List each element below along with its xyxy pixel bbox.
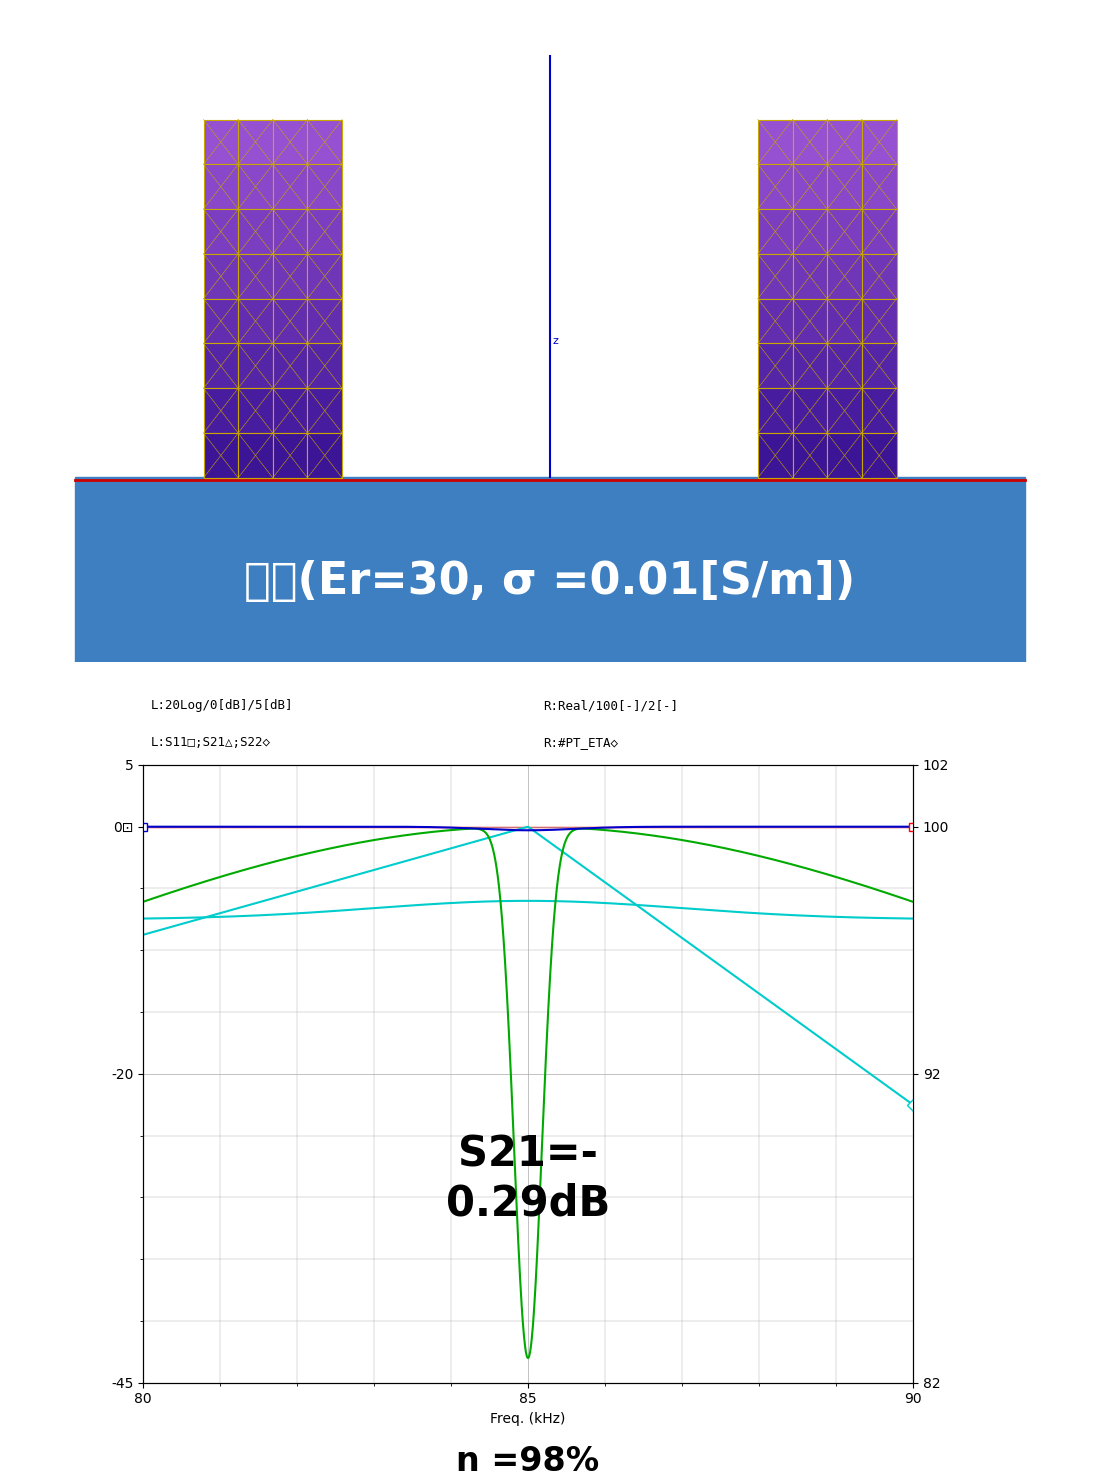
FancyBboxPatch shape <box>273 388 308 432</box>
FancyBboxPatch shape <box>861 165 896 209</box>
FancyBboxPatch shape <box>273 432 308 478</box>
FancyBboxPatch shape <box>792 343 827 388</box>
Text: S21=-
0.29dB: S21=- 0.29dB <box>446 1134 611 1224</box>
FancyBboxPatch shape <box>204 254 238 299</box>
FancyBboxPatch shape <box>827 254 862 299</box>
FancyBboxPatch shape <box>861 388 896 432</box>
FancyBboxPatch shape <box>827 432 862 478</box>
FancyBboxPatch shape <box>827 299 862 343</box>
FancyBboxPatch shape <box>273 343 308 388</box>
FancyBboxPatch shape <box>861 432 896 478</box>
Text: R:Real/100[-]/2[-]: R:Real/100[-]/2[-] <box>543 699 679 712</box>
FancyBboxPatch shape <box>758 209 792 254</box>
FancyBboxPatch shape <box>204 343 238 388</box>
FancyBboxPatch shape <box>204 388 238 432</box>
FancyBboxPatch shape <box>238 119 273 165</box>
FancyBboxPatch shape <box>238 432 273 478</box>
Text: R:#PT_ETA◇: R:#PT_ETA◇ <box>543 737 618 749</box>
FancyBboxPatch shape <box>827 165 862 209</box>
FancyBboxPatch shape <box>308 254 342 299</box>
FancyBboxPatch shape <box>308 209 342 254</box>
FancyBboxPatch shape <box>792 254 827 299</box>
FancyBboxPatch shape <box>758 299 792 343</box>
FancyBboxPatch shape <box>758 388 792 432</box>
Text: η =98%: η =98% <box>456 1445 600 1471</box>
FancyBboxPatch shape <box>308 388 342 432</box>
FancyBboxPatch shape <box>204 165 238 209</box>
FancyBboxPatch shape <box>204 299 238 343</box>
FancyBboxPatch shape <box>758 432 792 478</box>
FancyBboxPatch shape <box>792 388 827 432</box>
FancyBboxPatch shape <box>273 209 308 254</box>
FancyBboxPatch shape <box>758 165 792 209</box>
FancyBboxPatch shape <box>792 119 827 165</box>
FancyBboxPatch shape <box>861 209 896 254</box>
FancyBboxPatch shape <box>861 119 896 165</box>
FancyBboxPatch shape <box>861 343 896 388</box>
FancyBboxPatch shape <box>792 165 827 209</box>
FancyBboxPatch shape <box>792 209 827 254</box>
FancyBboxPatch shape <box>308 432 342 478</box>
FancyBboxPatch shape <box>204 432 238 478</box>
FancyBboxPatch shape <box>827 209 862 254</box>
FancyBboxPatch shape <box>758 343 792 388</box>
FancyBboxPatch shape <box>273 254 308 299</box>
Text: 大地(Er=30, σ =0.01[S/m]): 大地(Er=30, σ =0.01[S/m]) <box>244 560 856 603</box>
FancyBboxPatch shape <box>75 477 1025 662</box>
FancyBboxPatch shape <box>827 119 862 165</box>
FancyBboxPatch shape <box>758 254 792 299</box>
FancyBboxPatch shape <box>861 254 896 299</box>
FancyBboxPatch shape <box>758 119 792 165</box>
FancyBboxPatch shape <box>238 343 273 388</box>
FancyBboxPatch shape <box>792 299 827 343</box>
FancyBboxPatch shape <box>308 343 342 388</box>
FancyBboxPatch shape <box>273 299 308 343</box>
FancyBboxPatch shape <box>238 299 273 343</box>
FancyBboxPatch shape <box>238 165 273 209</box>
FancyBboxPatch shape <box>308 119 342 165</box>
Text: L:S11□;S21△;S22◇: L:S11□;S21△;S22◇ <box>151 737 271 749</box>
FancyBboxPatch shape <box>308 165 342 209</box>
FancyBboxPatch shape <box>792 432 827 478</box>
FancyBboxPatch shape <box>827 343 862 388</box>
FancyBboxPatch shape <box>273 165 308 209</box>
FancyBboxPatch shape <box>238 209 273 254</box>
FancyBboxPatch shape <box>204 209 238 254</box>
FancyBboxPatch shape <box>238 388 273 432</box>
Text: L:20Log/0[dB]/5[dB]: L:20Log/0[dB]/5[dB] <box>151 699 294 712</box>
FancyBboxPatch shape <box>204 119 238 165</box>
FancyBboxPatch shape <box>827 388 862 432</box>
FancyBboxPatch shape <box>861 299 896 343</box>
FancyBboxPatch shape <box>273 119 308 165</box>
X-axis label: Freq. (kHz): Freq. (kHz) <box>491 1412 565 1425</box>
FancyBboxPatch shape <box>308 299 342 343</box>
FancyBboxPatch shape <box>238 254 273 299</box>
Text: z: z <box>553 335 559 346</box>
